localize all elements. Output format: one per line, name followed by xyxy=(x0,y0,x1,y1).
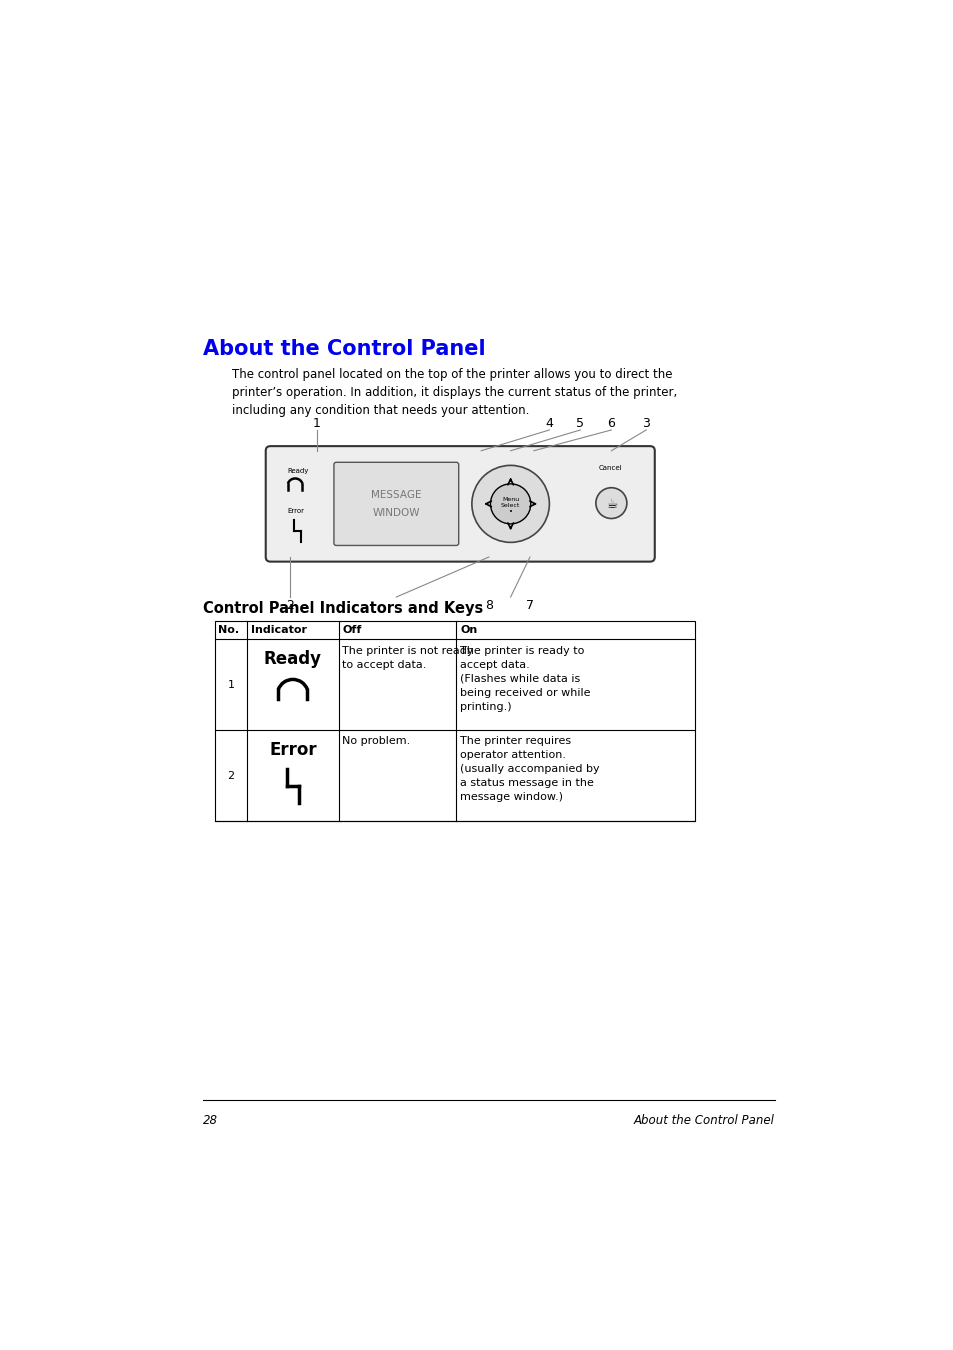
Text: Ready: Ready xyxy=(264,649,321,668)
Text: Menu
Select: Menu Select xyxy=(500,497,519,508)
Text: Off: Off xyxy=(342,625,361,634)
Text: The printer is not ready
to accept data.: The printer is not ready to accept data. xyxy=(342,645,474,670)
Text: The control panel located on the top of the printer allows you to direct the
pri: The control panel located on the top of … xyxy=(233,369,677,417)
Text: No.: No. xyxy=(218,625,239,634)
Bar xyxy=(214,621,695,821)
Text: 3: 3 xyxy=(641,417,650,429)
Text: The printer requires
operator attention.
(usually accompanied by
a status messag: The printer requires operator attention.… xyxy=(459,736,599,802)
Text: Error: Error xyxy=(287,508,304,514)
Circle shape xyxy=(596,487,626,518)
Text: 2: 2 xyxy=(286,599,294,613)
Text: About the Control Panel: About the Control Panel xyxy=(634,1114,774,1127)
FancyBboxPatch shape xyxy=(266,446,654,562)
Text: MESSAGE
WINDOW: MESSAGE WINDOW xyxy=(371,490,421,518)
Text: No problem.: No problem. xyxy=(342,736,411,747)
Text: 6: 6 xyxy=(607,417,615,429)
Text: ☕: ☕ xyxy=(605,498,617,512)
Text: •: • xyxy=(508,509,512,514)
Text: Indicator: Indicator xyxy=(251,625,307,634)
Text: About the Control Panel: About the Control Panel xyxy=(203,339,485,359)
Circle shape xyxy=(490,483,530,524)
Text: On: On xyxy=(459,625,477,634)
Text: Ready: Ready xyxy=(287,467,309,474)
Text: 28: 28 xyxy=(203,1114,217,1127)
Text: 4: 4 xyxy=(545,417,553,429)
Ellipse shape xyxy=(472,466,549,543)
Text: 7: 7 xyxy=(525,599,534,613)
Text: 5: 5 xyxy=(576,417,584,429)
FancyBboxPatch shape xyxy=(334,462,458,545)
Text: Cancel: Cancel xyxy=(598,464,622,471)
Text: 1: 1 xyxy=(227,680,234,690)
Text: 8: 8 xyxy=(484,599,493,613)
Text: 1: 1 xyxy=(313,417,320,429)
Text: Control Panel Indicators and Keys: Control Panel Indicators and Keys xyxy=(203,601,482,616)
Text: The printer is ready to
accept data.
(Flashes while data is
being received or wh: The printer is ready to accept data. (Fl… xyxy=(459,645,590,711)
Text: 2: 2 xyxy=(227,771,234,780)
Text: Error: Error xyxy=(269,741,316,759)
